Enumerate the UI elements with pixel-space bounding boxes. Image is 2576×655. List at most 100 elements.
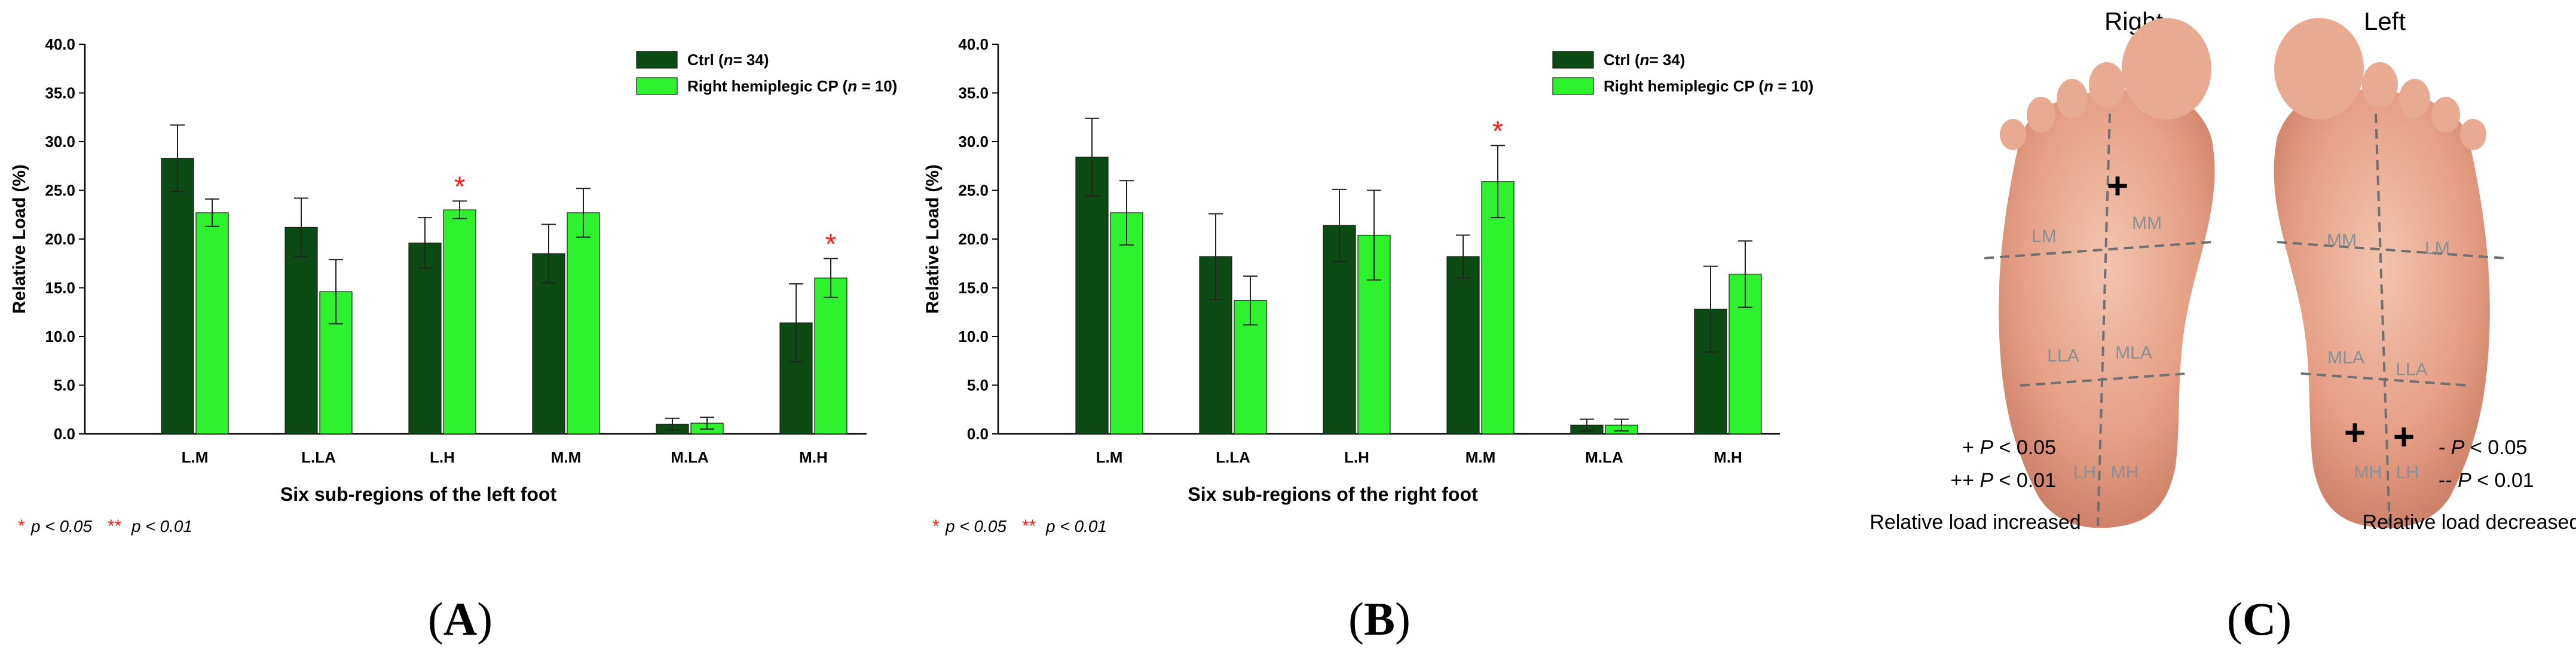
left-foot-divider-1: [2277, 241, 2505, 259]
footnote-single-star: *: [18, 516, 25, 536]
chart-right-foot: 0.0 5.0 10.0 15.0 20.0 25.0 30.0 35.0 40.0 Relati…: [923, 35, 1813, 536]
x-tick-label: M.H: [799, 448, 828, 466]
footnote-single-label: p < 0.05: [945, 517, 1006, 535]
right-foot-divider-2: [2020, 372, 2188, 387]
significance-marker: *: [825, 229, 837, 261]
x-tick-label: M.M: [551, 448, 582, 466]
y-tick-label: 25.0: [45, 182, 75, 200]
bar-cp: [567, 212, 600, 434]
legend-swatch: [636, 77, 678, 95]
panel-label-b: (B): [1348, 593, 1411, 645]
legend-swatch: [636, 51, 678, 69]
y-tick-label: 10.0: [45, 328, 75, 345]
footnote-double-label: p < 0.01: [131, 517, 192, 535]
y-tick-label: 35.0: [958, 84, 989, 102]
y-tick-label: 15.0: [958, 279, 989, 297]
y-axis-title: Relative Load (%): [10, 164, 29, 314]
left-zone-lm: LM: [2425, 238, 2450, 258]
left-foot-toe-4: [2431, 97, 2460, 133]
right-foot-big-toe: [2122, 18, 2211, 120]
x-tick-label: L.H: [430, 448, 455, 466]
right-foot-toe-4: [2027, 97, 2055, 133]
y-tick-label: 20.0: [958, 230, 989, 248]
y-tick-label: 30.0: [45, 133, 75, 151]
x-tick-label: M.LA: [1585, 448, 1623, 466]
legend-swatch: [1552, 51, 1594, 69]
left-foot-increase-mark-mh: +: [2344, 412, 2366, 454]
x-tick-label: L.LA: [301, 448, 336, 466]
left-zone-lh: LH: [2396, 463, 2419, 482]
legend-label: Ctrl (n= 34): [687, 51, 769, 69]
x-tick-label: M.M: [1466, 448, 1496, 466]
footnote-single-label: p < 0.05: [30, 517, 92, 535]
right-zone-mm: MM: [2132, 213, 2162, 233]
legend-label: Right hemiplegic CP (n = 10): [1604, 77, 1813, 95]
legend-decrease-p005: - P < 0.05: [2439, 436, 2527, 459]
right-foot-axis-line: [2097, 113, 2111, 527]
bar-cp: [814, 277, 848, 434]
bar-ctrl: [1075, 157, 1109, 434]
legend-increase-p001: ++ P < 0.01: [1950, 469, 2056, 492]
panel-label-a: (A): [428, 593, 492, 645]
left-foot-title: Left: [2364, 7, 2406, 35]
right-foot-illustration: LM MM LLA MLA LH MH +: [1984, 18, 2215, 528]
y-tick-label: 5.0: [967, 377, 989, 394]
y-tick-label: 5.0: [54, 377, 75, 394]
right-foot-toe-2: [2089, 62, 2125, 108]
x-axis-title: Six sub-regions of the left foot: [280, 483, 557, 505]
relative-load-decreased-label: Relative load decreased: [2363, 511, 2576, 534]
y-tick-label: 35.0: [45, 84, 75, 102]
y-tick-label: 20.0: [45, 230, 75, 248]
x-tick-label: L.M: [182, 448, 209, 466]
bar-ctrl: [532, 253, 565, 434]
footnote-double-star: **: [1022, 516, 1036, 536]
y-tick-label: 25.0: [958, 182, 989, 200]
significance-marker: *: [454, 171, 466, 203]
footnote-double-label: p < 0.01: [1045, 517, 1107, 535]
y-tick-label: 40.0: [958, 35, 989, 53]
bar-ctrl: [284, 227, 318, 434]
legend-swatch: [1552, 77, 1594, 95]
y-axis-title: Relative Load (%): [923, 164, 943, 314]
legend-label: Right hemiplegic CP (n = 10): [687, 77, 897, 95]
bar-ctrl: [408, 242, 442, 434]
left-foot-axis-line: [2375, 113, 2391, 527]
y-tick-label: 30.0: [958, 133, 989, 151]
chart-left-foot: 0.0 5.0 10.0 15.0 20.0 25.0 30.0 35.0 40.0 Relati…: [10, 35, 897, 536]
left-foot-toe-3: [2399, 79, 2430, 118]
right-foot-toe-5: [2000, 119, 2026, 150]
x-tick-label: L.LA: [1216, 448, 1250, 466]
left-zone-mh: MH: [2354, 463, 2382, 482]
legend-increase-p005: + P < 0.05: [1962, 436, 2056, 459]
right-zone-mla: MLA: [2115, 343, 2152, 363]
bar-cp: [195, 212, 229, 434]
relative-load-increased-label: Relative load increased: [1870, 511, 2081, 534]
footnote-single-star: *: [932, 516, 940, 536]
right-zone-lh: LH: [2073, 463, 2096, 482]
footnote-double-star: **: [108, 516, 122, 536]
significance-marker: *: [1492, 116, 1504, 148]
left-foot-toe-2: [2362, 62, 2398, 108]
right-foot-divider-1: [1984, 241, 2212, 259]
legend-label: Ctrl (n= 34): [1604, 51, 1685, 69]
left-foot-illustration: MM LM MLA LLA MH LH + +: [2274, 18, 2505, 528]
y-tick-label: 15.0: [45, 279, 75, 297]
right-zone-mh: MH: [2111, 463, 2139, 482]
y-tick-label: 0.0: [967, 425, 989, 443]
left-zone-lla: LLA: [2396, 360, 2427, 379]
bar-ctrl: [1446, 256, 1480, 434]
x-tick-label: M.H: [1714, 448, 1742, 466]
panel-label-c: (C): [2227, 593, 2292, 645]
right-zone-lm: LM: [2032, 227, 2057, 246]
y-tick-label: 40.0: [45, 35, 75, 53]
right-foot-sole: [1999, 90, 2215, 528]
bar-cp: [1110, 212, 1143, 434]
x-tick-label: L.H: [1344, 448, 1369, 466]
y-tick-label: 10.0: [958, 328, 989, 345]
x-tick-label: M.LA: [671, 448, 709, 466]
left-foot-big-toe: [2274, 18, 2364, 120]
left-zone-mm: MM: [2327, 231, 2357, 250]
x-axis-title: Six sub-regions of the right foot: [1188, 483, 1478, 505]
bar-cp: [443, 209, 476, 434]
